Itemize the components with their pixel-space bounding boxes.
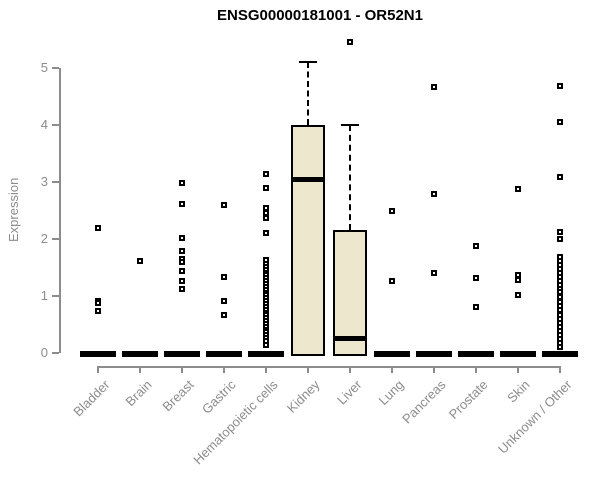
outlier-point xyxy=(473,303,479,310)
outlier-point xyxy=(179,234,185,241)
x-tick xyxy=(559,366,561,373)
outlier-point xyxy=(95,308,101,315)
collapsed-box-bar xyxy=(416,351,452,357)
outlier-point xyxy=(515,291,521,298)
outlier-point xyxy=(389,207,395,214)
outlier-point xyxy=(179,277,185,284)
outlier-point xyxy=(431,83,437,90)
outlier-point xyxy=(221,311,227,318)
whisker-line xyxy=(349,125,351,231)
x-tick xyxy=(223,366,225,373)
outlier-point xyxy=(179,180,185,187)
outlier-point xyxy=(95,300,101,307)
y-tick-label: 3 xyxy=(40,174,48,189)
outlier-point xyxy=(221,201,227,208)
outlier-point xyxy=(515,277,521,284)
collapsed-box-bar xyxy=(206,351,242,357)
outlier-point xyxy=(557,119,563,126)
collapsed-box-bar xyxy=(80,351,116,357)
y-tick-label: 0 xyxy=(40,345,48,360)
y-tick xyxy=(52,181,59,183)
outlier-point xyxy=(473,242,479,249)
collapsed-box-bar xyxy=(248,351,284,357)
x-axis-line xyxy=(97,366,561,368)
collapsed-box-bar xyxy=(164,351,200,357)
collapsed-box-bar xyxy=(122,351,158,357)
y-tick xyxy=(52,124,59,126)
x-tick xyxy=(307,366,309,373)
outlier-point xyxy=(263,342,269,349)
y-tick-label: 5 xyxy=(40,60,48,75)
outlier-point xyxy=(557,83,563,90)
x-tick xyxy=(181,366,183,373)
x-tick xyxy=(475,366,477,373)
x-tick xyxy=(139,366,141,373)
outlier-point xyxy=(263,185,269,192)
outlier-point xyxy=(557,229,563,236)
outlier-point xyxy=(179,258,185,265)
chart-title: ENSG00000181001 - OR52N1 xyxy=(217,7,423,24)
outlier-point xyxy=(473,275,479,282)
outlier-point xyxy=(347,39,353,46)
box xyxy=(333,230,367,356)
outlier-point xyxy=(179,201,185,208)
x-tick xyxy=(433,366,435,373)
y-tick-label: 4 xyxy=(40,117,48,132)
whisker-line xyxy=(307,62,309,125)
outlier-point xyxy=(557,173,563,180)
outlier-point xyxy=(515,186,521,193)
outlier-point xyxy=(515,271,521,278)
outlier-point xyxy=(263,229,269,236)
outlier-point xyxy=(263,171,269,178)
y-tick xyxy=(52,352,59,354)
outlier-point xyxy=(431,270,437,277)
collapsed-box-bar xyxy=(458,351,494,357)
y-tick-label: 1 xyxy=(40,288,48,303)
outlier-point xyxy=(137,257,143,264)
collapsed-box-bar xyxy=(374,351,410,357)
x-tick xyxy=(517,366,519,373)
outlier-point xyxy=(263,209,269,216)
outlier-point xyxy=(557,306,563,313)
outlier-point xyxy=(263,214,269,221)
whisker-cap xyxy=(299,60,317,64)
outlier-point xyxy=(557,343,563,350)
collapsed-box-bar xyxy=(500,351,536,357)
x-tick xyxy=(97,366,99,373)
x-tick xyxy=(349,366,351,373)
outlier-point xyxy=(179,268,185,275)
outlier-point xyxy=(179,247,185,254)
y-tick xyxy=(52,295,59,297)
x-tick xyxy=(265,366,267,373)
outlier-point xyxy=(389,278,395,285)
outlier-point xyxy=(179,286,185,293)
y-tick-label: 2 xyxy=(40,231,48,246)
collapsed-box-bar xyxy=(542,351,578,357)
outlier-point xyxy=(221,297,227,304)
outlier-point xyxy=(557,289,563,295)
box-median-line xyxy=(333,336,367,342)
x-tick xyxy=(391,366,393,373)
y-tick xyxy=(52,238,59,240)
outlier-point xyxy=(221,273,227,280)
outlier-point xyxy=(431,190,437,197)
box xyxy=(291,125,325,356)
outlier-point xyxy=(95,224,101,231)
y-tick xyxy=(52,67,59,69)
y-axis-line xyxy=(59,68,61,353)
outlier-point xyxy=(557,236,563,242)
whisker-cap xyxy=(341,123,359,126)
box-median-line xyxy=(291,176,325,182)
